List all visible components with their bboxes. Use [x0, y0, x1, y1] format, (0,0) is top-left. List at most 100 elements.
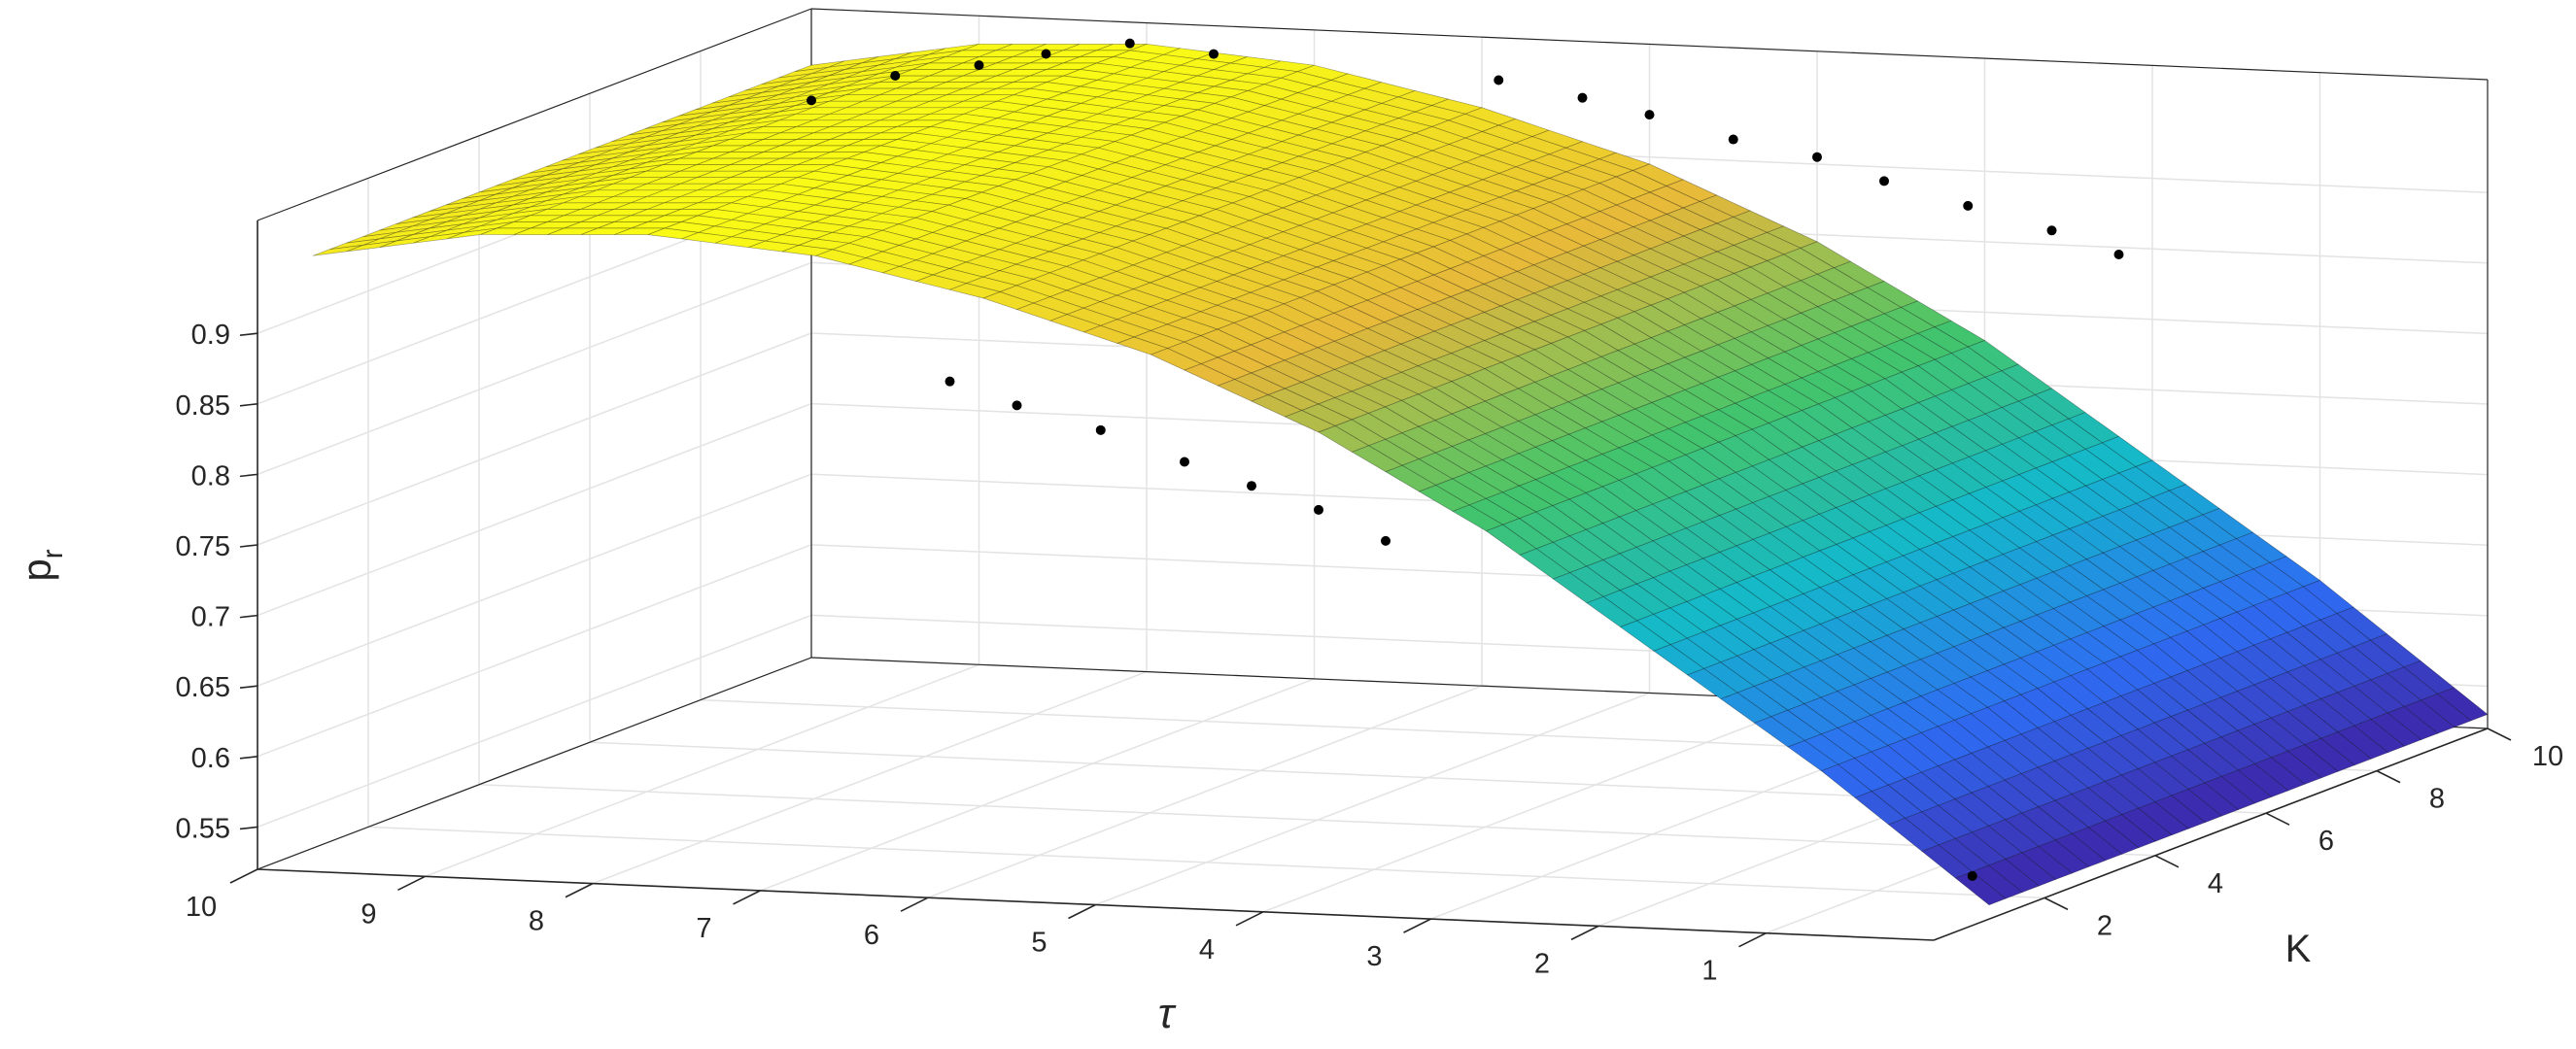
- tau-tick-label: 9: [361, 898, 376, 930]
- surface-patch: [681, 215, 732, 227]
- pr-tick: [239, 685, 258, 690]
- tau-axis-label: τ: [1158, 990, 1177, 1037]
- surface-patch: [1700, 376, 1753, 404]
- data-point: [1124, 38, 1135, 49]
- k-tick: [2154, 855, 2180, 868]
- surface-patch: [662, 128, 713, 140]
- surface-patch: [728, 103, 779, 115]
- surface-patch: [865, 213, 916, 225]
- surface-patch: [781, 245, 833, 256]
- surface-patch: [1433, 381, 1487, 408]
- surface-patch: [812, 100, 864, 109]
- surface-patch: [828, 73, 879, 85]
- surface-patch: [748, 240, 800, 253]
- surface-patch: [647, 227, 699, 240]
- tau-tick: [397, 875, 426, 892]
- box-edge-k: [1933, 728, 2489, 941]
- grid-line-tau-floor: [1095, 692, 1650, 906]
- surface-patch: [1800, 273, 1852, 301]
- surface-patch: [930, 136, 981, 149]
- surface-patch: [1567, 459, 1621, 488]
- surface-patch: [847, 257, 901, 274]
- data-point: [945, 376, 955, 387]
- pr-axis-label-main: p: [14, 558, 59, 581]
- surface-patch: [946, 130, 998, 143]
- surface: [312, 43, 2489, 906]
- pr-tick: [239, 544, 258, 548]
- surface-patch: [1150, 323, 1202, 343]
- surface-patch: [847, 152, 898, 163]
- tau-tick: [900, 897, 929, 912]
- pr-tick: [239, 332, 258, 336]
- pr-tick-label: 0.85: [176, 390, 230, 422]
- surface-patch: [914, 159, 965, 172]
- surface-patch: [997, 128, 1048, 140]
- pr-tick-label: 0.75: [176, 531, 230, 562]
- surface-patch: [1031, 132, 1082, 145]
- pr-tick: [239, 473, 258, 478]
- tick-labels: 1 2 3 4 5 6 7 8 9 10 2 4 6 8 10 0.55 0.6 0.65 0.7 0.75 0.8 0.…: [176, 320, 2564, 987]
- surface-patch: [1934, 353, 1986, 385]
- surface-patch: [1348, 152, 1400, 171]
- data-point: [1577, 92, 1588, 103]
- surface-patch: [562, 157, 613, 170]
- surface-patch: [948, 261, 1001, 278]
- surface-patch: [1031, 229, 1084, 246]
- surface-patch: [1164, 157, 1217, 174]
- surface-patch: [1482, 196, 1534, 216]
- tau-tick-label: 1: [1701, 956, 1717, 987]
- surface-patch: [794, 60, 845, 72]
- surface-patch: [1984, 407, 2037, 439]
- surface-patch: [831, 191, 882, 204]
- surface-patch: [496, 183, 547, 195]
- pr-tick-label: 0.9: [191, 320, 230, 351]
- data-point: [1967, 870, 1977, 881]
- surface-patch: [931, 268, 984, 285]
- data-points: [807, 38, 2124, 881]
- surface-patch: [513, 227, 565, 235]
- tau-tick: [733, 890, 761, 905]
- tau-tick-label: 10: [186, 892, 217, 923]
- surface-patch: [862, 60, 912, 73]
- surface-patch: [947, 181, 999, 193]
- tau-tick-label: 4: [1199, 934, 1215, 965]
- surface-patch: [777, 66, 829, 79]
- tau-tick-label: 5: [1031, 928, 1047, 959]
- pr-axis-label: pr: [14, 549, 69, 581]
- data-point: [1963, 200, 1974, 211]
- surface-patch: [480, 227, 532, 235]
- pr-tick: [239, 614, 258, 619]
- surface-patch: [964, 123, 1014, 136]
- surface-patch: [1316, 260, 1368, 280]
- box-edge-back-floor: [257, 657, 812, 870]
- data-point: [1644, 110, 1655, 120]
- grid-line-pr-side: [257, 402, 812, 617]
- k-tick-label: 4: [2208, 868, 2223, 899]
- data-point: [890, 70, 901, 81]
- grid-line-tau-floor: [927, 685, 1483, 898]
- surface-patch: [681, 232, 733, 244]
- surface-patch: [462, 187, 513, 199]
- surface-patch: [981, 270, 1035, 287]
- data-point: [1209, 49, 1219, 59]
- surface-patch: [1666, 356, 1720, 385]
- tau-tick-label: 3: [1366, 941, 1382, 972]
- surface-patch: [1182, 215, 1234, 234]
- grid-line-pr-side: [257, 544, 812, 758]
- surface-patch: [696, 123, 746, 136]
- surface-patch: [1666, 207, 1718, 230]
- surface-patch: [1183, 335, 1236, 358]
- surface-patch: [798, 204, 849, 217]
- grid-line-tau-floor: [760, 678, 1315, 892]
- surface-patch: [1549, 223, 1601, 247]
- data-point: [1494, 75, 1504, 85]
- surface-patch: [1015, 279, 1068, 297]
- surface-patch: [745, 96, 796, 109]
- tau-tick: [1738, 931, 1767, 948]
- data-point: [1095, 424, 1106, 435]
- pr-tick: [239, 826, 258, 830]
- surface-patch: [914, 274, 968, 290]
- surface-patch: [761, 73, 812, 85]
- data-point: [2046, 225, 2057, 236]
- surface-patch: [1833, 293, 1886, 321]
